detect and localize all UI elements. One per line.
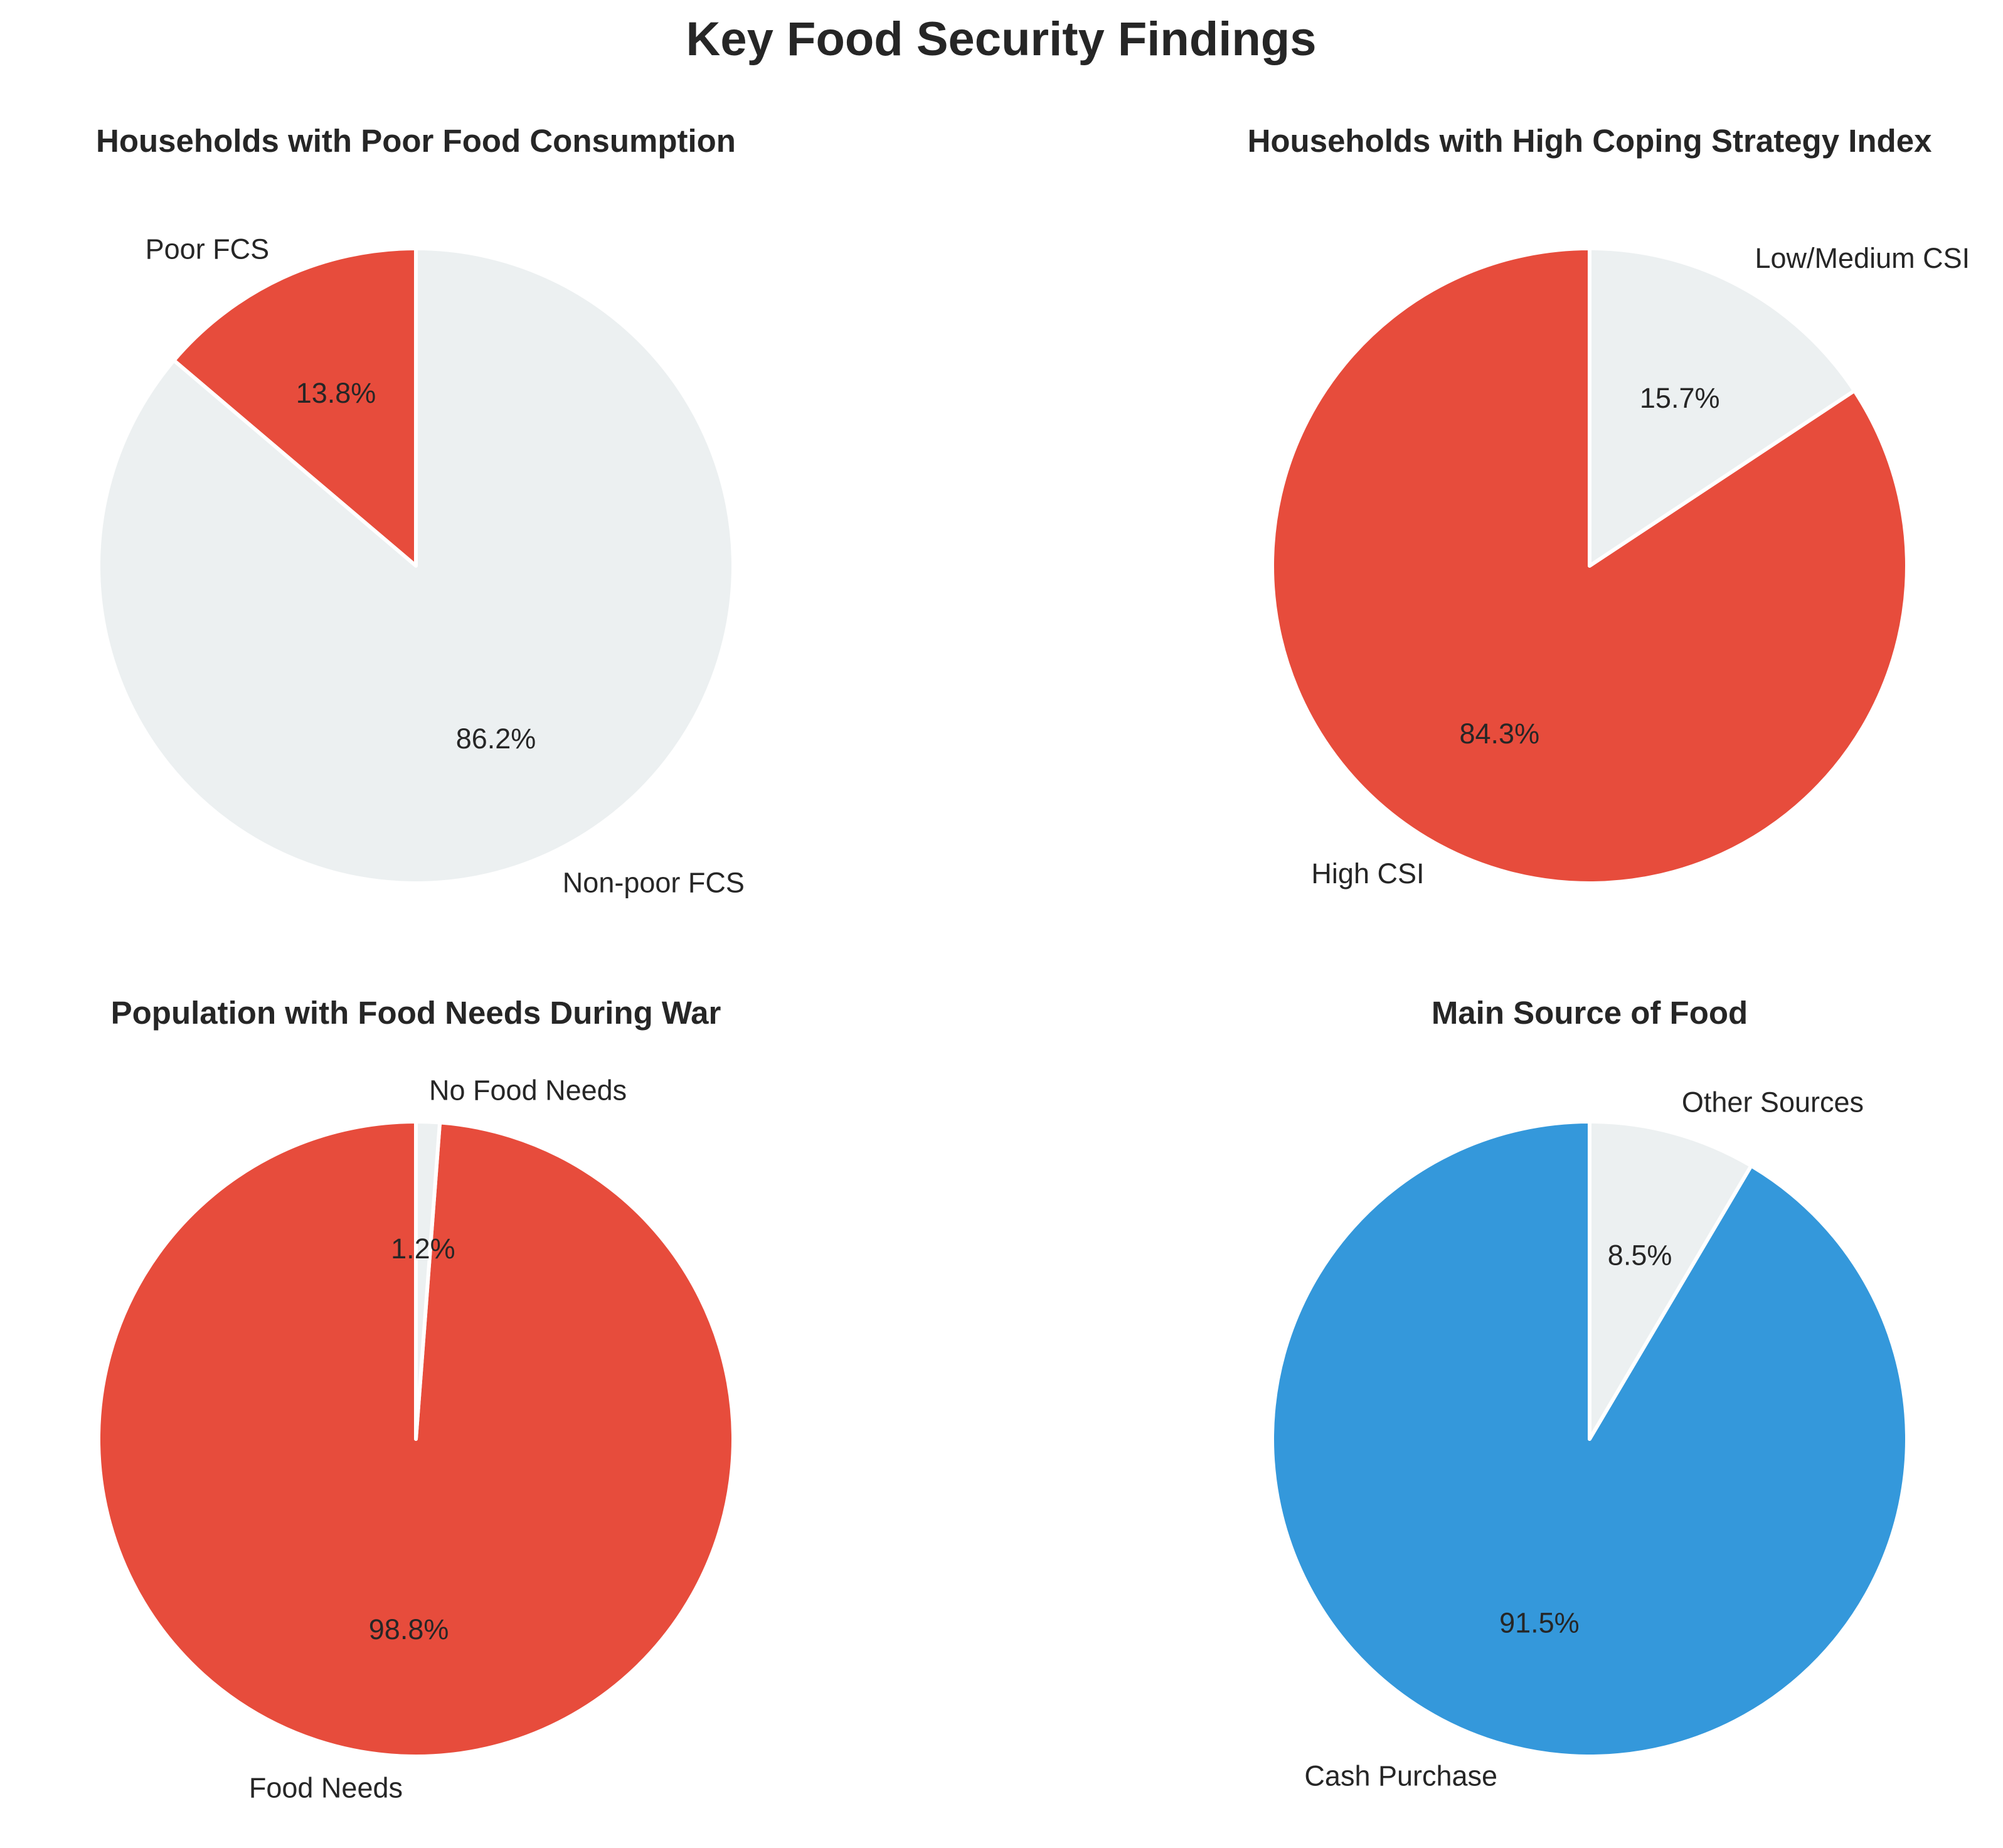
pie-title: Households with Poor Food Consumption [96,123,736,159]
pie-panel-main-source-of-food: Main Source of Food Cash Purchase 91.5% Oth… [1270,995,1909,1792]
pie-slice-poor-fcs [172,247,418,568]
slice-label-no-food-needs: No Food Needs [429,1074,627,1106]
slice-label-food-needs: Food Needs [249,1772,403,1804]
slice-label-other-sources: Other Sources [1682,1086,1864,1118]
pie-slice-non-poor-fcs [96,247,735,885]
pie-title: Households with High Coping Strategy Ind… [1248,123,1932,159]
slice-label-high-csi: High CSI [1311,858,1424,889]
slice-percent-no-food-needs: 1.2% [391,1233,455,1265]
slice-percent-poor-fcs: 13.8% [296,377,376,409]
slice-percent-non-poor-fcs: 86.2% [456,723,536,755]
slice-percent-cash-purchase: 91.5% [1499,1606,1580,1638]
figure-title: Key Food Security Findings [686,13,1317,66]
pie-panel-poor-food-consumption: Households with Poor Food Consumption Poo… [96,123,745,899]
slice-label-non-poor-fcs: Non-poor FCS [563,867,745,899]
slice-percent-high-csi: 84.3% [1459,718,1539,750]
pie-slice-no-food-needs [414,1120,442,1441]
pie-slice-other-sources [1588,1120,1753,1441]
pie-title: Population with Food Needs During War [111,995,721,1031]
slice-percent-food-needs: 98.8% [369,1613,449,1645]
pie-slice-low-medium-csi [1588,247,1857,568]
pie-panel-high-coping-strategy-index: Households with High Coping Strategy Ind… [1248,123,1970,889]
pie-title: Main Source of Food [1432,995,1748,1031]
slice-label-low-medium-csi: Low/Medium CSI [1755,242,1970,274]
slice-percent-other-sources: 8.5% [1608,1240,1672,1272]
slice-label-poor-fcs: Poor FCS [146,233,270,265]
slice-label-cash-purchase: Cash Purchase [1304,1760,1497,1792]
pie-panel-food-needs-during-war: Population with Food Needs During War Foo… [97,995,735,1804]
slice-percent-low-medium-csi: 15.7% [1640,382,1720,414]
